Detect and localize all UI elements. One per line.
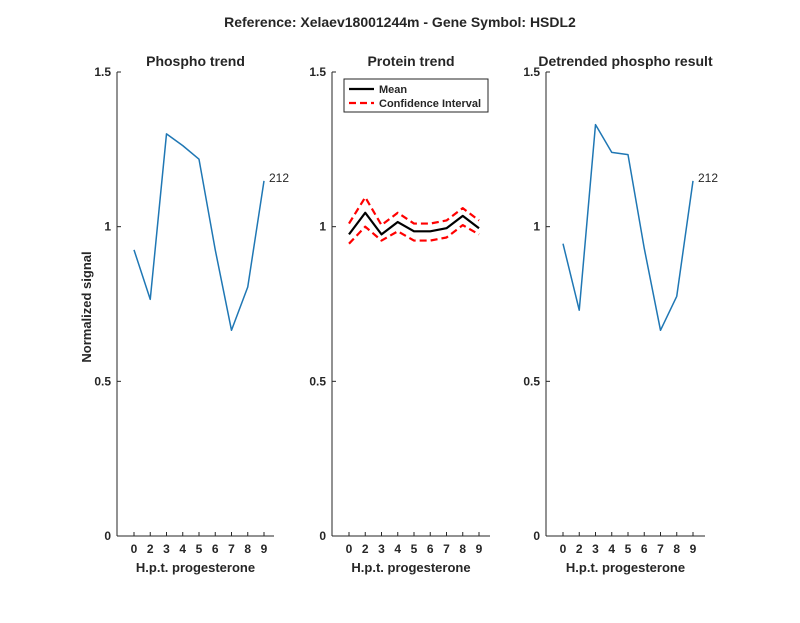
y-tick-label: 0.5 — [94, 374, 111, 388]
series-line-1 — [134, 134, 264, 330]
x-tick-label: 2 — [147, 542, 154, 556]
panel-title: Protein trend — [367, 53, 454, 69]
x-tick-label: 6 — [212, 542, 219, 556]
x-axis-label: H.p.t. progesterone — [351, 560, 470, 575]
x-tick-label: 7 — [228, 542, 235, 556]
x-tick-label: 7 — [657, 542, 664, 556]
x-tick-label: 0 — [560, 542, 567, 556]
x-tick-label: 2 — [362, 542, 369, 556]
panel-title: Detrended phospho result — [538, 53, 713, 69]
y-tick-label: 1.5 — [523, 65, 540, 79]
legend: Mean Confidence Interval — [344, 79, 488, 112]
x-tick-label: 0 — [131, 542, 138, 556]
y-tick-label: 0.5 — [523, 374, 540, 388]
series-line-3 — [349, 225, 479, 244]
x-tick-label: 7 — [443, 542, 450, 556]
y-tick-label: 0 — [104, 529, 111, 543]
series-annotation: 212 — [269, 171, 289, 185]
x-tick-label: 2 — [576, 542, 583, 556]
x-tick-label: 4 — [179, 542, 186, 556]
x-tick-label: 6 — [641, 542, 648, 556]
x-axis-label: H.p.t. progesterone — [566, 560, 685, 575]
x-tick-label: 3 — [378, 542, 385, 556]
series-line-confidence-interval — [349, 197, 479, 225]
y-tick-label: 0.5 — [309, 374, 326, 388]
x-tick-label: 3 — [163, 542, 170, 556]
x-tick-label: 9 — [690, 542, 697, 556]
legend-label: Mean — [379, 84, 407, 96]
x-tick-label: 8 — [459, 542, 466, 556]
y-tick-label: 1 — [104, 220, 111, 234]
x-tick-label: 5 — [196, 542, 203, 556]
x-tick-label: 0 — [346, 542, 353, 556]
x-tick-label: 3 — [592, 542, 599, 556]
x-tick-label: 9 — [261, 542, 268, 556]
x-tick-label: 5 — [625, 542, 632, 556]
y-tick-label: 1 — [533, 220, 540, 234]
series-line-1 — [563, 125, 693, 331]
panel-title: Phospho trend — [146, 53, 245, 69]
y-tick-label: 0 — [533, 529, 540, 543]
x-tick-label: 4 — [608, 542, 615, 556]
y-tick-label: 1 — [319, 220, 326, 234]
legend-label: Confidence Interval — [379, 98, 481, 110]
x-tick-label: 9 — [476, 542, 483, 556]
y-tick-label: 1.5 — [309, 65, 326, 79]
x-tick-label: 8 — [673, 542, 680, 556]
x-axis-label: H.p.t. progesterone — [136, 560, 255, 575]
x-tick-label: 5 — [411, 542, 418, 556]
y-tick-label: 0 — [319, 529, 326, 543]
y-tick-label: 1.5 — [94, 65, 111, 79]
x-tick-label: 8 — [244, 542, 251, 556]
series-annotation: 212 — [698, 171, 718, 185]
x-tick-label: 6 — [427, 542, 434, 556]
figure-title: Reference: Xelaev18001244m - Gene Symbol… — [224, 14, 576, 30]
x-tick-label: 4 — [394, 542, 401, 556]
y-axis-label: Normalized signal — [79, 251, 94, 362]
